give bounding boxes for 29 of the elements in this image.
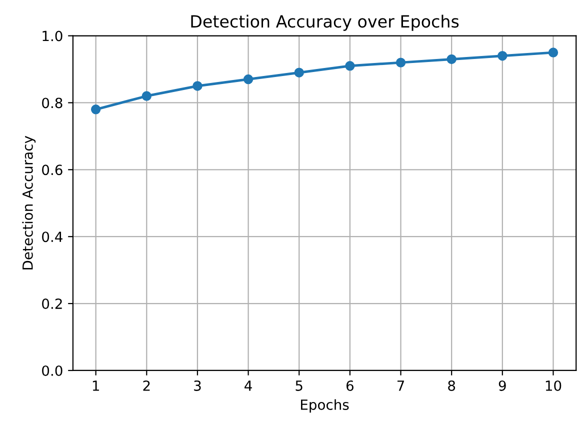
point <box>243 74 254 84</box>
chart-title: Detection Accuracy over Epochs <box>191 14 459 31</box>
point <box>142 91 152 101</box>
x-axis-title: Epochs <box>301 399 349 413</box>
x-tick-label: 9 <box>498 380 506 391</box>
x-tick-label: 2 <box>143 380 150 391</box>
point <box>446 54 456 64</box>
x-tick-label: 6 <box>346 380 354 391</box>
x-tick-label: 10 <box>546 380 562 391</box>
point <box>548 48 558 58</box>
y-tick-label: 0.0 <box>42 365 62 376</box>
y-tick-label: 0.4 <box>42 232 62 242</box>
x-tick-label: 3 <box>194 380 201 391</box>
y-axis-title: Detection Accuracy <box>22 136 36 270</box>
y-tick-label: 0.8 <box>42 98 62 108</box>
y-tick-label: 0.6 <box>42 164 62 176</box>
x-tick-label: 1 <box>92 380 99 391</box>
x-tick-label: 7 <box>397 380 404 391</box>
point <box>498 51 508 61</box>
x-tick-label: 5 <box>296 380 302 391</box>
y-tick-label: 0.2 <box>42 298 62 310</box>
x-tick-label: 4 <box>244 380 252 391</box>
point <box>90 104 101 114</box>
x-tick-label: 8 <box>448 380 456 391</box>
point <box>345 61 355 71</box>
point <box>192 81 202 91</box>
y-tick-label: 1.0 <box>42 30 62 42</box>
point <box>294 68 304 78</box>
point <box>396 58 406 68</box>
